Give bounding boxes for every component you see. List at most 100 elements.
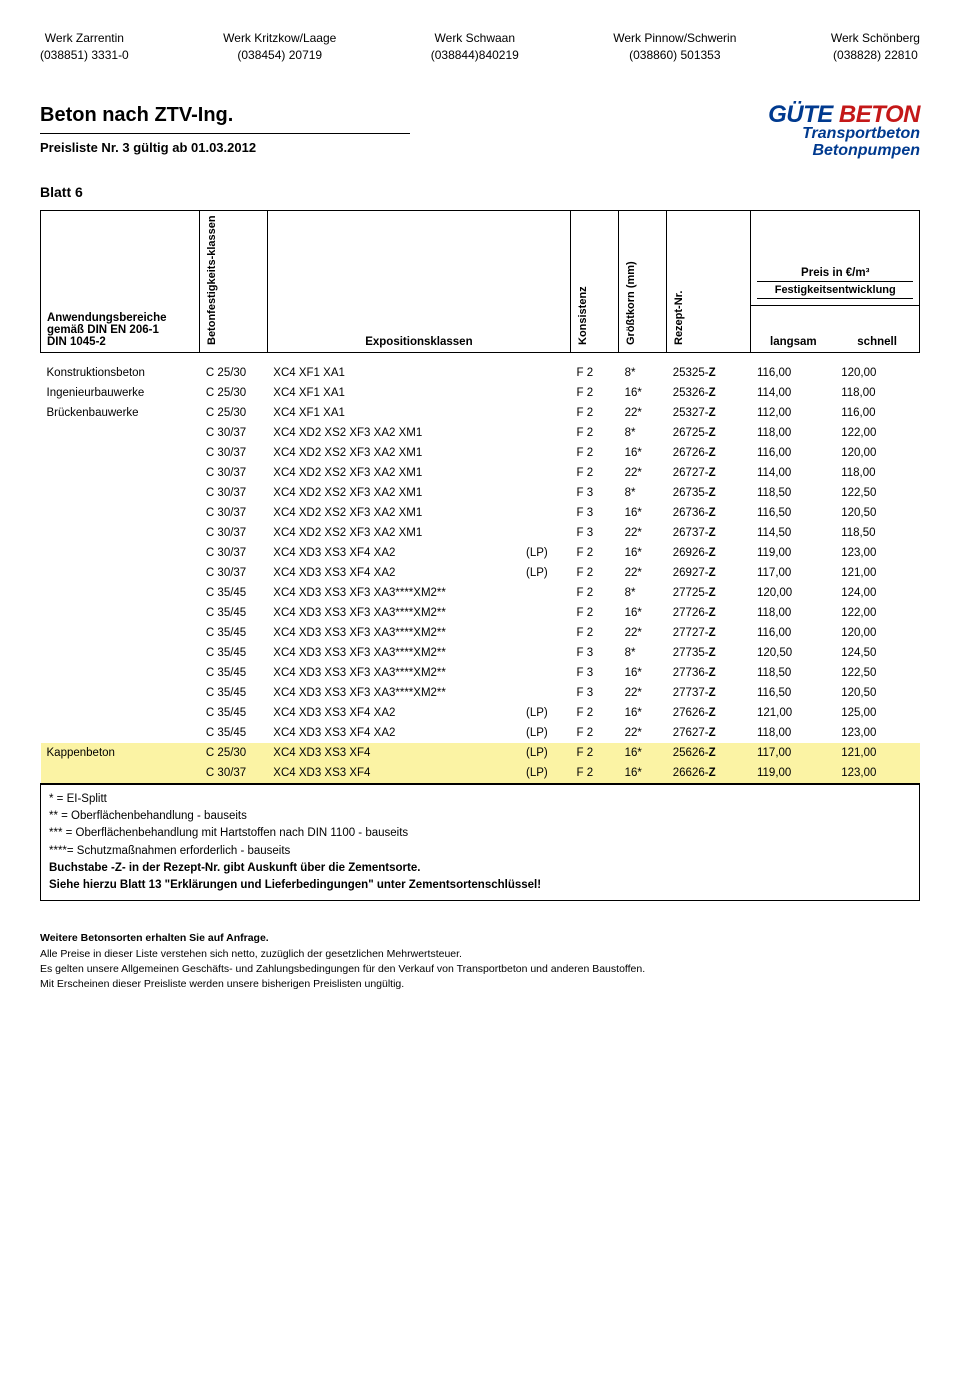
cell-lp [520, 643, 571, 663]
table-row: KonstruktionsbetonC 25/30XC4 XF1 XA1F 28… [41, 352, 920, 383]
cell-exp: XC4 XD3 XS3 XF3 XA3****XM2** [267, 623, 520, 643]
th-bfk-text: Betonfestigkeits-klassen [206, 215, 218, 345]
th-slow: langsam [751, 306, 835, 353]
cell-lp [520, 403, 571, 423]
cell-price-slow: 114,00 [751, 463, 835, 483]
plant-phone: (038851) 3331-0 [40, 47, 129, 64]
cell-exp: XC4 XD3 XS3 XF3 XA3****XM2** [267, 643, 520, 663]
cell-korn: 16* [619, 503, 667, 523]
cell-price-fast: 121,00 [835, 743, 919, 763]
plant-phone: (038844)840219 [431, 47, 519, 64]
price-table-body: KonstruktionsbetonC 25/30XC4 XF1 XA1F 28… [41, 352, 920, 783]
th-price: Preis in €/m³ Festigkeitsentwicklung [751, 210, 920, 305]
sheet-label: Blatt 6 [40, 184, 920, 200]
cell-exp: XC4 XD3 XS3 XF4 XA2 [267, 543, 520, 563]
cell-korn: 16* [619, 743, 667, 763]
table-row: C 35/45XC4 XD3 XS3 XF3 XA3****XM2**F 28*… [41, 583, 920, 603]
cell-label [41, 443, 200, 463]
cell-korn: 16* [619, 603, 667, 623]
table-row: C 35/45XC4 XD3 XS3 XF3 XA3****XM2**F 216… [41, 603, 920, 623]
table-row: C 35/45XC4 XD3 XS3 XF4 XA2(LP)F 216*2762… [41, 703, 920, 723]
cell-exp: XC4 XD3 XS3 XF3 XA3****XM2** [267, 603, 520, 623]
cell-price-slow: 116,50 [751, 503, 835, 523]
logo-line2: Transportbeton [768, 126, 920, 143]
cell-exp: XC4 XD3 XS3 XF3 XA3****XM2** [267, 663, 520, 683]
cell-label [41, 663, 200, 683]
cell-rez: 26727-Z [667, 463, 751, 483]
cell-bfk: C 25/30 [200, 352, 267, 383]
cell-rez: 26926-Z [667, 543, 751, 563]
cell-price-slow: 118,00 [751, 723, 835, 743]
footer: Weitere Betonsorten erhalten Sie auf Anf… [40, 931, 920, 992]
cell-price-slow: 117,00 [751, 743, 835, 763]
th-kons: Konsistenz [571, 210, 619, 352]
cell-price-fast: 124,50 [835, 643, 919, 663]
plant-4: Werk Schönberg (038828) 22810 [831, 30, 920, 64]
notes-box: * = EI-Splitt ** = Oberflächenbehandlung… [40, 783, 920, 902]
cell-korn: 8* [619, 583, 667, 603]
th-app-area-text: Anwendungsbereiche gemäß DIN EN 206-1 DI… [47, 312, 193, 348]
cell-bfk: C 30/37 [200, 503, 267, 523]
page-title: Beton nach ZTV-Ing. [40, 104, 410, 127]
cell-kons: F 2 [571, 703, 619, 723]
table-row: C 30/37XC4 XD2 XS2 XF3 XA2 XM1F 322*2673… [41, 523, 920, 543]
logo-line3: Betonpumpen [768, 143, 920, 160]
cell-lp [520, 663, 571, 683]
table-row: C 30/37XC4 XD2 XS2 XF3 XA2 XM1F 316*2673… [41, 503, 920, 523]
plant-phone: (038860) 501353 [613, 47, 736, 64]
cell-price-fast: 120,50 [835, 683, 919, 703]
cell-bfk: C 30/37 [200, 423, 267, 443]
cell-exp: XC4 XD2 XS2 XF3 XA2 XM1 [267, 443, 520, 463]
title-rule [40, 133, 410, 134]
cell-kons: F 2 [571, 763, 619, 783]
cell-rez: 27736-Z [667, 663, 751, 683]
table-row: C 30/37XC4 XD2 XS2 XF3 XA2 XM1F 222*2672… [41, 463, 920, 483]
plant-2: Werk Schwaan (038844)840219 [431, 30, 519, 64]
cell-korn: 16* [619, 443, 667, 463]
logo-line1: GÜTE BETON [768, 104, 920, 127]
note-bold-line: Buchstabe -Z- in der Rezept-Nr. gibt Aus… [49, 860, 911, 877]
cell-label [41, 723, 200, 743]
th-korn-text: Größtkorn (mm) [625, 215, 637, 345]
page-subtitle: Preisliste Nr. 3 gültig ab 01.03.2012 [40, 140, 410, 155]
cell-price-slow: 120,50 [751, 643, 835, 663]
table-row: C 30/37XC4 XD2 XS2 XF3 XA2 XM1F 216*2672… [41, 443, 920, 463]
cell-label [41, 423, 200, 443]
cell-kons: F 3 [571, 663, 619, 683]
cell-exp: XC4 XF1 XA1 [267, 352, 520, 383]
cell-label [41, 703, 200, 723]
cell-kons: F 2 [571, 743, 619, 763]
cell-label [41, 683, 200, 703]
cell-bfk: C 30/37 [200, 763, 267, 783]
note-line: ****= Schutzmaßnahmen erforderlich - bau… [49, 843, 911, 860]
cell-lp: (LP) [520, 563, 571, 583]
cell-bfk: C 35/45 [200, 623, 267, 643]
cell-exp: XC4 XF1 XA1 [267, 383, 520, 403]
cell-lp: (LP) [520, 543, 571, 563]
cell-price-fast: 123,00 [835, 543, 919, 563]
cell-bfk: C 25/30 [200, 743, 267, 763]
cell-korn: 8* [619, 643, 667, 663]
footer-line: Es gelten unsere Allgemeinen Geschäfts- … [40, 962, 920, 977]
cell-price-fast: 120,00 [835, 352, 919, 383]
cell-korn: 16* [619, 543, 667, 563]
cell-label [41, 563, 200, 583]
cell-label [41, 623, 200, 643]
plant-1: Werk Kritzkow/Laage (038454) 20719 [223, 30, 336, 64]
cell-bfk: C 30/37 [200, 483, 267, 503]
table-row: C 35/45XC4 XD3 XS3 XF3 XA3****XM2**F 322… [41, 683, 920, 703]
cell-price-fast: 118,50 [835, 523, 919, 543]
plants-row: Werk Zarrentin (038851) 3331-0 Werk Krit… [40, 30, 920, 64]
price-table: Anwendungsbereiche gemäß DIN EN 206-1 DI… [40, 210, 920, 783]
note-bold-line: Siehe hierzu Blatt 13 "Erklärungen und L… [49, 877, 911, 894]
cell-kons: F 2 [571, 352, 619, 383]
cell-lp [520, 423, 571, 443]
cell-korn: 22* [619, 723, 667, 743]
title-block: Beton nach ZTV-Ing. Preisliste Nr. 3 gül… [40, 104, 410, 155]
cell-lp: (LP) [520, 723, 571, 743]
header-row: Beton nach ZTV-Ing. Preisliste Nr. 3 gül… [40, 104, 920, 160]
cell-bfk: C 30/37 [200, 463, 267, 483]
cell-price-slow: 118,00 [751, 423, 835, 443]
table-row: C 35/45XC4 XD3 XS3 XF3 XA3****XM2**F 38*… [41, 643, 920, 663]
cell-bfk: C 35/45 [200, 583, 267, 603]
